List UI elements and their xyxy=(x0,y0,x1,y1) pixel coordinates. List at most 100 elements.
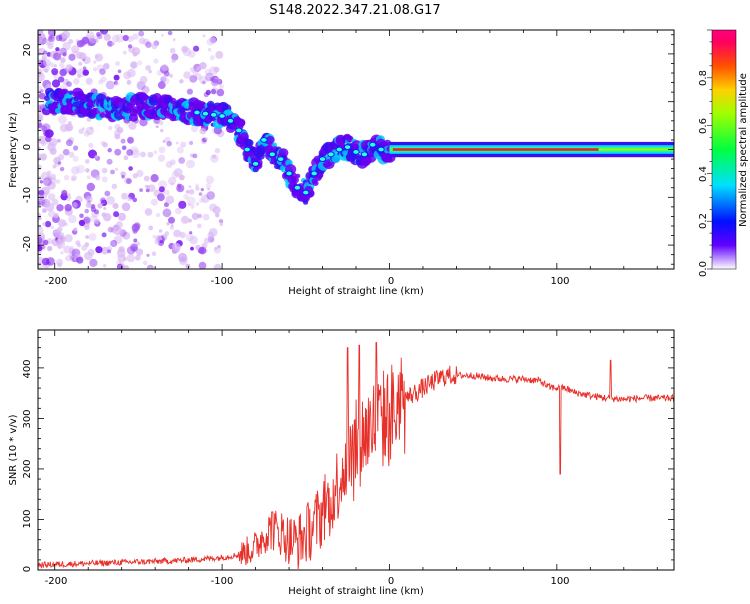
noise-point xyxy=(131,149,141,159)
noise-point xyxy=(42,222,46,226)
noise-point xyxy=(73,227,78,232)
noise-point xyxy=(98,79,104,85)
ridge-core xyxy=(193,109,201,116)
noise-point xyxy=(170,224,174,227)
top-y-axis-label: Frequency (Hz) xyxy=(8,112,19,188)
bottom-ytick-label: 100 xyxy=(22,509,33,528)
noise-point xyxy=(114,167,119,171)
noise-point xyxy=(214,148,221,154)
noise-point xyxy=(77,243,81,248)
noise-point xyxy=(212,154,217,159)
noise-point xyxy=(174,246,181,253)
noise-point xyxy=(42,208,47,213)
ridge-point xyxy=(66,93,73,99)
noise-point xyxy=(158,186,165,193)
noise-point xyxy=(201,194,210,203)
noise-point xyxy=(121,202,131,212)
noise-point xyxy=(85,202,92,208)
noise-point xyxy=(42,58,51,67)
ridge-point xyxy=(99,112,106,118)
noise-point xyxy=(166,222,170,226)
noise-point xyxy=(50,225,54,229)
top-ytick-label: 0 xyxy=(22,144,33,150)
noise-point xyxy=(171,171,180,179)
noise-point xyxy=(40,34,46,39)
noise-point xyxy=(126,178,132,185)
noise-point xyxy=(38,251,42,255)
noise-point xyxy=(210,88,217,95)
noise-point xyxy=(68,53,76,61)
noise-point xyxy=(47,43,54,50)
colorbar-tick-label: 0.2 xyxy=(698,213,709,229)
noise-point xyxy=(100,141,106,146)
snr-panel: -200 -100 0 100 Height of straight line … xyxy=(8,329,675,597)
colorbar-tick-label: 0.4 xyxy=(698,166,709,182)
ridge-point xyxy=(383,139,392,147)
ridge-core xyxy=(360,151,369,158)
noise-point xyxy=(47,245,53,252)
noise-point xyxy=(132,33,139,40)
noise-point xyxy=(123,155,129,161)
noise-point xyxy=(46,170,52,175)
noise-point xyxy=(81,127,85,131)
noise-point xyxy=(38,226,44,235)
noise-point xyxy=(160,128,164,133)
noise-point xyxy=(95,246,103,254)
noise-point xyxy=(113,74,120,81)
noise-point xyxy=(153,150,158,155)
noise-point xyxy=(207,47,212,52)
noise-point xyxy=(94,155,98,159)
noise-point xyxy=(84,208,89,214)
noise-point xyxy=(107,148,112,153)
noise-point xyxy=(122,34,129,42)
noise-point xyxy=(155,125,159,129)
noise-point xyxy=(101,176,108,183)
noise-point xyxy=(138,30,145,37)
noise-point xyxy=(162,77,170,85)
noise-point xyxy=(96,33,103,40)
noise-point xyxy=(95,175,101,181)
noise-point xyxy=(89,35,98,44)
ridge-point xyxy=(236,118,246,127)
noise-point xyxy=(100,30,109,35)
bottom-xtick-label: -100 xyxy=(211,576,234,587)
noise-point xyxy=(68,214,77,224)
noise-point xyxy=(204,237,211,244)
noise-point xyxy=(38,122,43,128)
ridge-core xyxy=(369,141,377,148)
noise-point xyxy=(40,154,47,161)
noise-point xyxy=(172,38,176,42)
noise-point xyxy=(116,126,124,134)
noise-point xyxy=(127,44,133,49)
top-xtick-label: -200 xyxy=(45,276,68,287)
noise-point xyxy=(213,66,220,73)
noise-point xyxy=(176,146,184,154)
noise-point xyxy=(146,253,150,257)
noise-point xyxy=(190,153,195,158)
noise-point xyxy=(99,68,106,75)
noise-point xyxy=(64,123,74,132)
noise-point xyxy=(38,236,43,245)
noise-point xyxy=(88,203,91,207)
noise-point xyxy=(55,179,61,184)
noise-point xyxy=(99,198,106,205)
noise-point xyxy=(139,75,148,84)
noise-point xyxy=(43,50,48,55)
noise-point xyxy=(191,212,199,220)
noise-point xyxy=(73,78,80,85)
noise-point xyxy=(85,168,90,173)
noise-point xyxy=(38,245,43,252)
noise-point xyxy=(187,196,196,205)
noise-point xyxy=(97,203,103,209)
noise-point xyxy=(178,157,186,164)
noise-point xyxy=(53,64,57,68)
noise-point xyxy=(100,76,107,83)
noise-point xyxy=(178,200,187,209)
noise-point xyxy=(190,246,194,251)
noise-point xyxy=(58,115,67,124)
noise-point xyxy=(38,85,43,93)
noise-point xyxy=(58,154,65,161)
noise-point xyxy=(56,258,64,266)
noise-point xyxy=(189,235,198,245)
noise-point xyxy=(180,141,187,148)
